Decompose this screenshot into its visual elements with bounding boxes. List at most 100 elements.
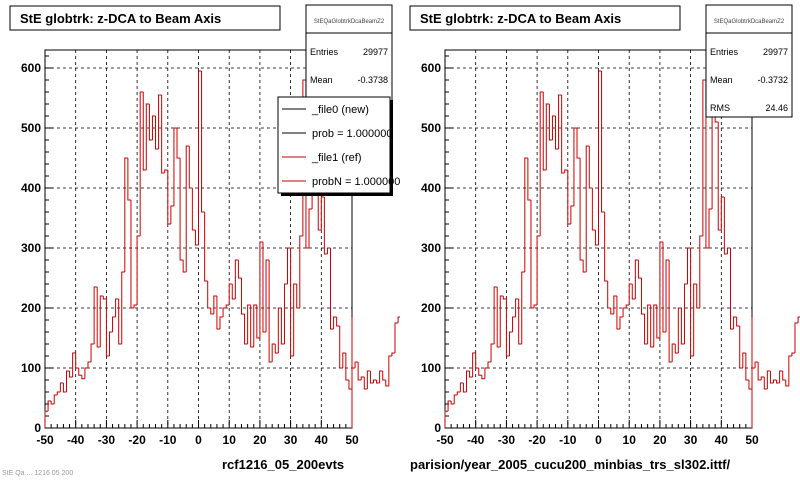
histogram-bin <box>53 394 58 404</box>
y-tick-label: 600 <box>21 61 41 75</box>
histogram-bin <box>690 248 694 357</box>
histogram-bin <box>730 248 734 330</box>
histogram-bin <box>456 391 461 395</box>
histogram-series <box>44 70 402 428</box>
histogram-bin <box>505 299 510 357</box>
histogram-bin <box>776 380 780 384</box>
y-tick-label: 500 <box>21 121 41 135</box>
histogram-bin <box>105 299 110 357</box>
histogram-bin <box>108 331 113 356</box>
histogram-bin <box>570 205 574 224</box>
histogram-bin <box>391 352 395 356</box>
histogram-bin <box>493 286 498 344</box>
histogram-bin <box>484 367 488 379</box>
x-tick-label: -10 <box>559 433 577 447</box>
histogram-bin <box>121 271 125 344</box>
histogram-bin <box>240 278 245 315</box>
footer-label: parision/year_2005_cucu200_minbias_trs_s… <box>410 457 731 472</box>
histogram-bin <box>665 259 670 332</box>
stats-label: Mean <box>710 75 733 85</box>
histogram-bin <box>130 200 135 309</box>
histogram-bin <box>726 247 731 254</box>
histogram-bin <box>259 241 263 338</box>
legend-entry: _file0 (new) <box>311 104 369 116</box>
histogram-bin <box>499 295 504 347</box>
x-tick-label: -20 <box>528 433 546 447</box>
histogram-bin <box>588 146 593 189</box>
histogram-bin <box>44 410 49 428</box>
histogram-bin <box>469 371 473 378</box>
stats-value: 29977 <box>763 47 788 57</box>
stats-box: StEQaGlobtrkDcaBeamZ2 Entries 29977 Mean -0.… <box>705 4 793 118</box>
histogram-panel-left: StE globtrk: z-DCA to Beam Axis -50 -40 -30… <box>0 0 402 480</box>
title-box <box>9 5 281 31</box>
histogram-bin <box>198 70 202 245</box>
histogram-bin <box>136 235 141 305</box>
histogram-bin <box>342 352 346 368</box>
legend-entry: prob = 1.000000 <box>312 128 392 140</box>
histogram-bin <box>182 260 187 273</box>
histogram-bin <box>591 188 596 231</box>
x-tick-label: 0 <box>195 433 202 447</box>
histogram-bin <box>283 283 288 344</box>
histogram-bin <box>78 368 82 376</box>
histogram-panel-right: StE globtrk: z-DCA to Beam Axis -50 -40 -30… <box>400 0 800 480</box>
histogram-bin <box>696 284 700 309</box>
histogram-bin <box>145 103 150 170</box>
histogram-bin <box>164 169 168 173</box>
histogram-bin <box>613 295 617 314</box>
histogram-bin <box>634 259 639 299</box>
histogram-bin <box>459 382 464 392</box>
histogram-bin <box>610 308 614 315</box>
histogram-bin <box>659 241 663 338</box>
histogram-bin <box>339 326 343 369</box>
histogram-bin <box>115 298 119 317</box>
stats-value: -0.3738 <box>357 75 388 85</box>
histogram-bin <box>93 286 98 344</box>
histogram-bin <box>687 247 691 284</box>
histogram-bin <box>527 158 531 201</box>
histogram-bin <box>496 287 501 348</box>
histogram-bin <box>124 157 128 272</box>
histogram-bin <box>567 170 571 225</box>
histogram-bin <box>133 304 138 308</box>
histogram-bin <box>515 298 519 317</box>
histogram-bin <box>736 317 740 327</box>
histogram-bin <box>139 91 144 236</box>
histogram-bin <box>545 103 550 170</box>
histogram-bin <box>379 370 383 383</box>
x-tick-label: -50 <box>36 433 54 447</box>
legend-entry: probN = 1.000000 <box>312 176 400 188</box>
x-tick-label: 10 <box>223 433 237 447</box>
histogram-bin <box>155 116 159 150</box>
histogram-bin <box>287 247 291 284</box>
histogram-bin <box>87 361 92 368</box>
x-tick-label: 30 <box>284 433 298 447</box>
title-box <box>409 5 681 31</box>
x-tick-label: -30 <box>98 433 116 447</box>
histogram-bin <box>65 370 70 392</box>
histogram-bin <box>194 230 199 246</box>
histogram-bin <box>573 127 578 206</box>
histogram-bin <box>487 361 492 368</box>
histogram-bin <box>299 235 303 308</box>
histogram-bin <box>533 304 538 308</box>
histogram-bin <box>176 128 181 159</box>
histogram-bin <box>96 287 101 348</box>
stats-label: Entries <box>710 47 739 57</box>
histogram-bin <box>739 326 743 369</box>
histogram-bin <box>247 304 251 344</box>
histogram-bin <box>745 353 749 381</box>
histogram-bin <box>268 260 273 363</box>
histogram-bin <box>582 260 587 273</box>
histogram-bin <box>204 212 208 282</box>
x-tick-label: 20 <box>253 433 267 447</box>
histogram-bin <box>555 116 559 150</box>
histogram-bin <box>271 343 276 362</box>
x-tick-label: 0 <box>595 433 602 447</box>
histogram-bin <box>265 259 270 332</box>
histogram-bin <box>640 278 645 315</box>
y-tick-label: 200 <box>21 301 41 315</box>
histogram-bin <box>558 94 562 149</box>
histogram-bin <box>502 296 507 300</box>
